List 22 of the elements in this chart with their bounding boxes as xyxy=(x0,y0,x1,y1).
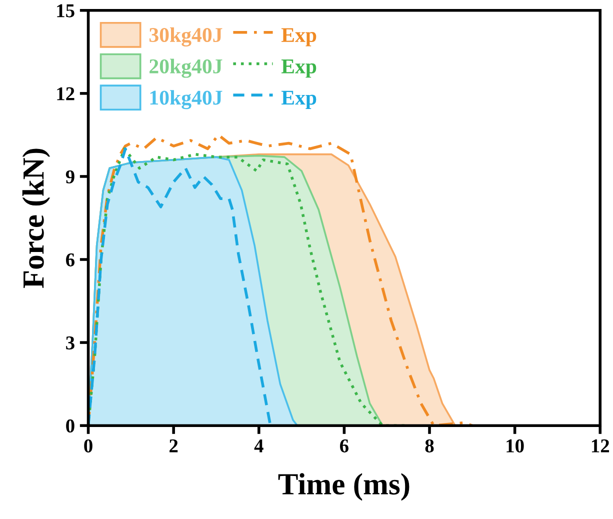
y-tick-label: 6 xyxy=(66,253,75,266)
x-tick-label: 8 xyxy=(425,439,434,452)
legend-label: Exp xyxy=(281,90,316,109)
y-tick-label: 15 xyxy=(57,4,74,18)
legend-label: 10kg40J xyxy=(150,90,222,110)
y-tick-label: 0 xyxy=(66,419,74,433)
x-tick-label: 6 xyxy=(340,439,348,452)
y-axis-title: Force (kN) xyxy=(22,148,50,288)
x-axis-title: Time (ms) xyxy=(278,473,410,501)
x-tick-label: 12 xyxy=(592,439,610,452)
x-tick-label: 0 xyxy=(84,439,92,452)
line-series xyxy=(88,147,272,426)
x-tick-label: 4 xyxy=(254,439,264,452)
y-tick-label: 12 xyxy=(57,87,74,100)
legend-label: 20kg40J xyxy=(150,58,222,78)
legend-label: Exp xyxy=(281,28,316,46)
x-tick-label: 10 xyxy=(506,439,524,452)
y-tick-label: 9 xyxy=(66,170,74,184)
legend-label: Exp xyxy=(281,60,316,78)
y-tick-label: 3 xyxy=(66,336,74,350)
x-tick-label: 2 xyxy=(170,439,178,452)
legend-label: 30kg40J xyxy=(149,27,222,46)
